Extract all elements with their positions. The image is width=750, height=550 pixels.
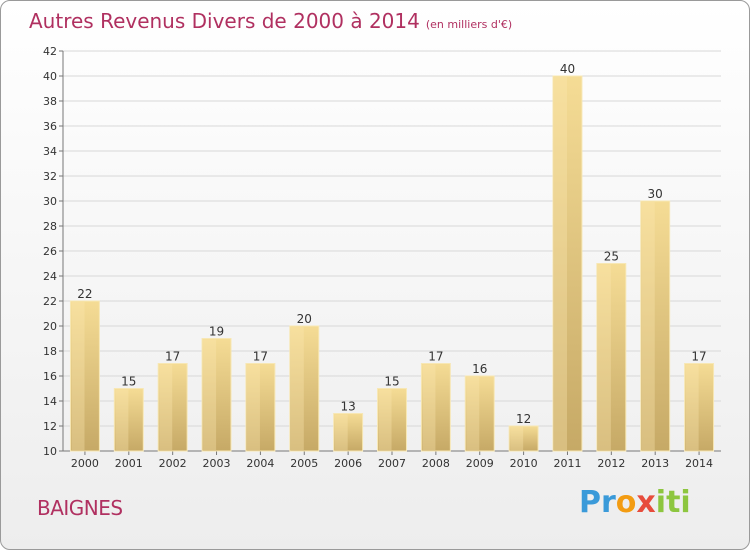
data-label-2011: 40 bbox=[560, 62, 575, 76]
logo-part-2: o bbox=[615, 485, 637, 520]
y-tick-label: 36 bbox=[43, 120, 57, 133]
bar-highlight bbox=[246, 364, 260, 450]
x-tick-label-2007: 2007 bbox=[378, 457, 406, 470]
x-tick-label-2000: 2000 bbox=[71, 457, 99, 470]
x-tick-label-2011: 2011 bbox=[553, 457, 581, 470]
y-tick-label: 42 bbox=[43, 45, 57, 58]
bar-highlight bbox=[115, 389, 129, 450]
data-label-2009: 16 bbox=[472, 362, 487, 376]
bar-2006 bbox=[333, 413, 364, 452]
bar-highlight bbox=[378, 389, 392, 450]
x-tick-label-2013: 2013 bbox=[641, 457, 669, 470]
data-label-2006: 13 bbox=[340, 400, 355, 414]
data-label-2003: 19 bbox=[209, 325, 224, 339]
bar-2003 bbox=[201, 338, 232, 452]
bar-2005 bbox=[289, 325, 320, 452]
y-tick-label: 32 bbox=[43, 170, 57, 183]
data-label-2014: 17 bbox=[691, 350, 706, 364]
x-tick-label-2012: 2012 bbox=[597, 457, 625, 470]
x-tick-label-2009: 2009 bbox=[466, 457, 494, 470]
y-tick-label: 30 bbox=[43, 195, 57, 208]
bar-2004 bbox=[245, 363, 276, 452]
bar-2010 bbox=[508, 425, 539, 452]
bar-2000 bbox=[69, 300, 100, 452]
data-label-2004: 17 bbox=[253, 350, 268, 364]
x-tick-label-2004: 2004 bbox=[246, 457, 274, 470]
proxiti-logo: Proxiti bbox=[579, 485, 691, 520]
y-tick-label: 28 bbox=[43, 220, 57, 233]
x-tick-label-2010: 2010 bbox=[510, 457, 538, 470]
location-name: BAIGNES bbox=[37, 496, 123, 520]
y-tick-label: 10 bbox=[43, 445, 57, 458]
y-tick-label: 22 bbox=[43, 295, 57, 308]
logo-part-1: Pr bbox=[579, 485, 616, 520]
x-tick-label-2005: 2005 bbox=[290, 457, 318, 470]
y-tick-label: 18 bbox=[43, 345, 57, 358]
y-tick-label: 14 bbox=[43, 395, 57, 408]
bar-2009 bbox=[464, 375, 495, 452]
bar-2001 bbox=[113, 388, 144, 452]
logo-part-3: x bbox=[636, 485, 656, 520]
bar-highlight bbox=[510, 427, 524, 450]
bar-2013 bbox=[640, 200, 671, 452]
bar-2014 bbox=[684, 363, 715, 452]
x-tick-label-2002: 2002 bbox=[159, 457, 187, 470]
bar-highlight bbox=[159, 364, 173, 450]
x-tick-label-2001: 2001 bbox=[115, 457, 143, 470]
bar-2008 bbox=[420, 363, 451, 452]
bar-highlight bbox=[203, 339, 217, 450]
bar-highlight bbox=[553, 77, 568, 450]
y-tick-label: 24 bbox=[43, 270, 57, 283]
data-label-2000: 22 bbox=[77, 287, 92, 301]
data-label-2007: 15 bbox=[384, 375, 399, 389]
bar-2007 bbox=[377, 388, 407, 452]
y-tick-label: 12 bbox=[43, 420, 57, 433]
data-label-2001: 15 bbox=[121, 375, 136, 389]
bar-2011 bbox=[552, 75, 583, 452]
y-tick-label: 16 bbox=[43, 370, 57, 383]
bar-highlight bbox=[597, 264, 611, 450]
x-tick-label-2014: 2014 bbox=[685, 457, 713, 470]
logo-part-4: iti bbox=[655, 485, 691, 520]
chart-subtitle: (en milliers d'€) bbox=[425, 18, 513, 31]
y-tick-label: 26 bbox=[43, 245, 57, 258]
data-label-2002: 17 bbox=[165, 350, 180, 364]
bar-highlight bbox=[685, 364, 699, 450]
data-label-2013: 30 bbox=[648, 187, 663, 201]
x-tick-label-2003: 2003 bbox=[203, 457, 231, 470]
bar-highlight bbox=[422, 364, 436, 450]
bar-highlight bbox=[466, 377, 480, 450]
bar-2012 bbox=[596, 263, 627, 452]
y-tick-label: 20 bbox=[43, 320, 57, 333]
data-label-2005: 20 bbox=[297, 312, 312, 326]
chart-title: Autres Revenus Divers de 2000 à 2014 (en … bbox=[29, 9, 512, 33]
y-tick-label: 38 bbox=[43, 95, 57, 108]
bar-2002 bbox=[157, 363, 188, 452]
y-tick-label: 34 bbox=[43, 145, 57, 158]
bar-highlight bbox=[290, 327, 304, 450]
chart-title-text: Autres Revenus Divers de 2000 à 2014 bbox=[29, 9, 420, 33]
x-tick-label-2006: 2006 bbox=[334, 457, 362, 470]
data-label-2008: 17 bbox=[428, 350, 443, 364]
y-tick-label: 40 bbox=[43, 70, 57, 83]
x-tick-label-2008: 2008 bbox=[422, 457, 450, 470]
data-label-2010: 12 bbox=[516, 412, 531, 426]
bar-highlight bbox=[334, 414, 348, 450]
data-label-2012: 25 bbox=[604, 250, 619, 264]
bar-highlight bbox=[71, 302, 85, 450]
bar-highlight bbox=[641, 202, 655, 450]
